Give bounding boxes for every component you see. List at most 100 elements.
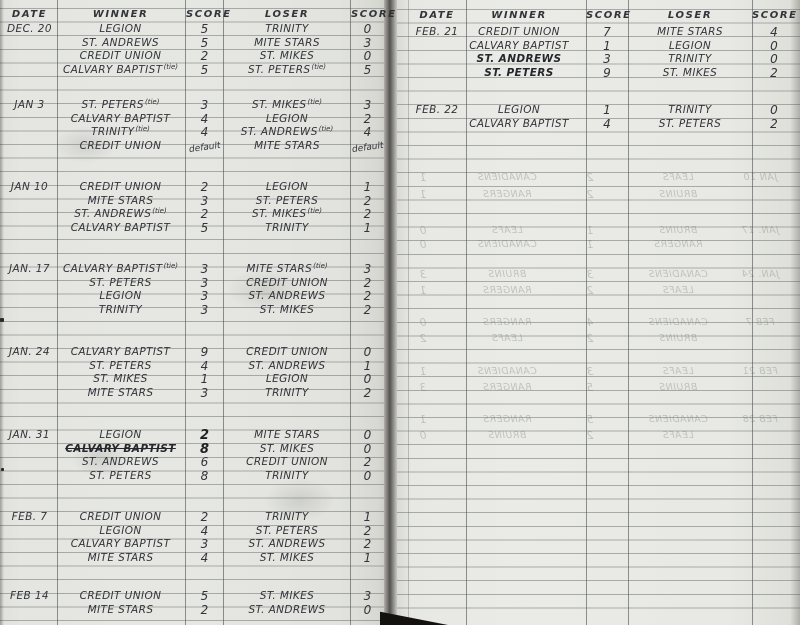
winner-cell: ST. PETERS	[459, 66, 579, 80]
winner-name: CREDIT UNION	[79, 590, 162, 602]
loser-name: ST. PETERS	[658, 117, 722, 130]
game-row: DEC. 20 LEGION 5 TRINITY 0	[0, 22, 384, 36]
ghost-text: 2	[586, 285, 594, 297]
winner-cell: CALVARY BAPTIST(tie)	[58, 262, 183, 276]
page-gutter	[384, 0, 397, 625]
winner-name: LEGION	[99, 429, 142, 441]
loser-score-cell: 4	[752, 25, 796, 39]
loser-cell: MITE STARS(tie)	[224, 262, 350, 276]
ghost-winner-score-cell: 4	[569, 316, 611, 330]
ghost-text: 2	[419, 333, 427, 345]
loser-name: CREDIT UNION	[246, 346, 328, 358]
loser-score: 2	[363, 455, 372, 470]
winner-cell: TRINITY(tie)	[58, 125, 183, 139]
bleed-through-row: BRUINS 2 RANGERS 1	[397, 188, 800, 202]
winner-cell: CALVARY BAPTIST	[459, 39, 579, 53]
loser-name: MITE STARS	[254, 429, 320, 441]
game-row: TRINITY 3 ST. MIKES 2	[0, 303, 384, 317]
column-header-l: LOSER	[264, 9, 310, 20]
ghost-text: LEAFS	[491, 333, 523, 344]
game-row: CALVARY BAPTIST 4 ST. PETERS 2	[397, 117, 800, 131]
ghost-text: BRUINS	[658, 225, 698, 236]
date-cell: JAN 3	[2, 98, 57, 112]
winner-name: ST. MIKES	[93, 373, 148, 386]
game-row: CALVARY BAPTIST 3 ST. ANDREWS 2	[0, 537, 384, 551]
loser-cell: MITE STARS	[224, 36, 350, 50]
date-cell: FEB. 21	[409, 25, 465, 39]
column-header-ws: SCORE	[586, 10, 632, 21]
loser-name: MITE STARS	[246, 263, 313, 275]
winner-score: 3	[200, 262, 209, 276]
loser-cell: LEGION	[628, 39, 752, 53]
ghost-winner-score-cell: 2	[569, 284, 611, 298]
date-text: JAN. 24	[9, 346, 50, 358]
loser-score-cell: 1	[351, 359, 384, 373]
winner-name: CALVARY BAPTIST	[62, 63, 163, 76]
winner-score: 3	[603, 52, 611, 67]
ghost-winner-score-cell: 1	[569, 224, 611, 238]
loser-score-cell: 0	[752, 103, 796, 117]
ghost-winner-cell: CANADIENS	[618, 316, 738, 330]
winner-score: 4	[200, 111, 209, 126]
loser-name: ST. ANDREWS	[248, 359, 326, 372]
winner-cell: LEGION	[58, 289, 183, 303]
winner-name: ST. ANDREWS	[81, 36, 159, 49]
winner-name: CALVARY BAPTIST	[70, 221, 171, 234]
loser-score-cell: 3	[351, 98, 384, 112]
loser-score: 0	[770, 38, 778, 53]
ghost-loser-cell: LEAFS	[445, 332, 569, 346]
game-row: CALVARY BAPTIST 1 LEGION 0	[397, 39, 800, 53]
game-row: CREDIT UNION 2 ST. MIKES 0	[0, 49, 384, 63]
tie-marker: (tie)	[311, 62, 326, 71]
winner-cell: ST. ANDREWS	[58, 36, 183, 50]
ghost-date-cell: JAN. 24	[732, 268, 788, 282]
bleed-through-row: FEB 28 CANADIENS 5 RANGERS 1	[397, 413, 800, 427]
winner-cell: CALVARY BAPTIST	[58, 112, 183, 126]
winner-cell: CREDIT UNION	[459, 25, 579, 39]
page-edge-shadow	[0, 0, 4, 625]
loser-name: LEGION	[265, 112, 309, 125]
loser-cell: MITE STARS	[224, 428, 350, 442]
ghost-winner-cell: CANADIENS	[618, 268, 738, 282]
date-cell: FEB 14	[2, 589, 57, 603]
ghost-text: CANADIENS	[648, 317, 708, 328]
loser-score: 2	[363, 302, 372, 317]
loser-cell: TRINITY	[224, 510, 350, 524]
loser-score-cell: 0	[351, 469, 384, 483]
loser-name: MITE STARS	[254, 139, 320, 152]
loser-score-cell: 1	[351, 510, 384, 524]
game-row: CALVARY BAPTIST 4 LEGION 2	[0, 112, 384, 126]
ghost-text: 2	[586, 333, 594, 345]
loser-cell: ST. MIKES	[224, 303, 350, 317]
winner-score-cell: 3	[586, 52, 628, 66]
column-divider-line	[350, 0, 351, 625]
winner-score: 5	[200, 220, 209, 235]
winner-score-cell: 2	[186, 510, 223, 524]
winner-score: 1	[603, 103, 611, 117]
game-row: JAN 3 ST. PETERS(tie) 3 ST. MIKES(tie) 3	[0, 98, 384, 112]
winner-score: 2	[200, 602, 209, 617]
ghost-winner-cell: LEAFS	[618, 284, 738, 298]
winner-cell: CREDIT UNION	[58, 510, 183, 524]
loser-name: TRINITY	[265, 386, 309, 399]
loser-score: 0	[363, 441, 372, 456]
loser-score-cell: 1	[351, 551, 384, 565]
date-cell: JAN 10	[2, 180, 57, 194]
winner-score: 4	[200, 358, 209, 373]
loser-score: 2	[363, 385, 372, 400]
ghost-text: BRUINS	[658, 189, 698, 200]
loser-score: 2	[363, 289, 372, 304]
ghost-text: RANGERS	[482, 414, 532, 425]
ghost-winner-cell: CANADIENS	[618, 413, 738, 427]
winner-score-cell: 4	[186, 112, 223, 126]
bleed-through-row: JAN 10 LEAFS 2 CANADIENS 1	[397, 171, 800, 185]
ghost-text: 2	[586, 189, 594, 201]
winner-name: CREDIT UNION	[79, 181, 162, 193]
winner-score-cell: 9	[586, 66, 628, 80]
winner-name: CREDIT UNION	[79, 511, 162, 523]
winner-name: CALVARY BAPTIST	[62, 263, 163, 275]
winner-score: 1	[200, 372, 209, 387]
ghost-text: LEAFS	[662, 285, 694, 296]
winner-score: 2	[200, 510, 209, 524]
winner-score: 3	[200, 537, 209, 552]
